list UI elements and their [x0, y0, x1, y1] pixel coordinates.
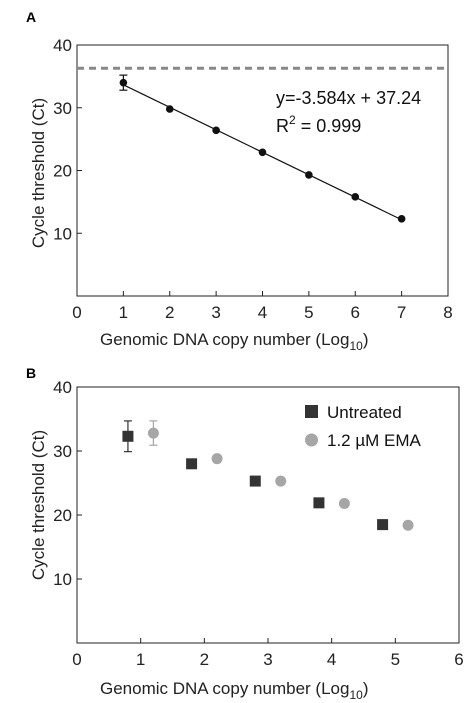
x-tick-label: 6	[351, 303, 360, 322]
legend-ema-marker	[305, 433, 318, 447]
x-tick-label: 8	[443, 303, 452, 322]
panel-b-x-title-sub: 10	[349, 688, 363, 702]
y-tick-label: 10	[53, 570, 72, 589]
data-point-untreated	[377, 519, 389, 531]
panel-b-x-title-end: )	[363, 679, 369, 698]
y-tick-label: 20	[53, 506, 72, 525]
x-tick-label: 1	[119, 303, 128, 322]
panel-b-label: B	[26, 365, 36, 381]
panel-a-chart: A 10 20 30 40 0 1 2 3 4 5 6 7 8 y=-3.584x + 37.24 R…	[26, 9, 453, 353]
panel-a-x-title-end: )	[363, 330, 369, 349]
data-point	[258, 148, 267, 157]
panel-b-y-ticks: 10 20 30 40	[53, 378, 82, 589]
panel-a-x-ticks: 0 1 2 3 4 5 6 7 8	[72, 291, 453, 322]
panel-b-legend: Untreated 1.2 µM EMA	[305, 403, 422, 450]
data-point	[397, 215, 406, 223]
x-tick-label: 4	[258, 303, 267, 322]
y-tick-label: 40	[53, 378, 72, 397]
data-point-untreated	[313, 497, 325, 509]
panel-a-r2-sup: 2	[289, 113, 296, 127]
x-tick-label: 5	[304, 303, 313, 322]
data-point-ema	[275, 475, 287, 487]
x-tick-label: 0	[72, 303, 81, 322]
legend-untreated-marker	[305, 405, 318, 418]
panel-a-x-axis-title: Genomic DNA copy number (Log10)	[100, 330, 368, 353]
data-point	[165, 105, 174, 113]
x-tick-label: 2	[200, 650, 209, 669]
panel-a-points	[119, 74, 406, 223]
data-point	[305, 171, 313, 179]
y-tick-label: 30	[53, 442, 72, 461]
data-point	[212, 126, 220, 135]
panel-a-equation: y=-3.584x + 37.24	[276, 88, 421, 108]
x-tick-label: 0	[72, 650, 81, 669]
x-tick-label: 3	[263, 650, 272, 669]
x-tick-label: 6	[454, 650, 463, 669]
panel-b-plot-frame	[76, 386, 460, 644]
panel-b-x-ticks: 0 1 2 3 4 5 6	[72, 638, 464, 669]
data-point-untreated	[249, 475, 261, 487]
panel-a-plot-frame	[76, 44, 449, 297]
panel-a-r2-prefix: R	[276, 116, 289, 136]
panel-b-x-axis-title: Genomic DNA copy number (Log10)	[100, 679, 368, 702]
x-tick-label: 3	[211, 303, 220, 322]
y-tick-label: 20	[53, 162, 72, 181]
legend-untreated-label: Untreated	[327, 403, 402, 422]
x-tick-label: 7	[397, 303, 406, 322]
data-point	[119, 78, 128, 87]
panel-a-x-title-main: Genomic DNA copy number (Log	[100, 330, 349, 349]
panel-b-y-axis-title: Cycle threshold (Ct)	[29, 430, 48, 580]
panel-a-y-axis-title: Cycle threshold (Ct)	[29, 98, 48, 248]
panel-b-x-title-main: Genomic DNA copy number (Log	[100, 679, 349, 698]
panel-b-points	[122, 420, 414, 531]
data-point-untreated	[186, 458, 198, 470]
x-tick-label: 1	[136, 650, 145, 669]
panel-a-y-ticks: 10 20 30 40	[53, 36, 82, 243]
data-point-ema	[402, 519, 414, 531]
x-tick-label: 5	[391, 650, 400, 669]
data-point	[351, 193, 360, 201]
x-tick-label: 2	[165, 303, 174, 322]
y-tick-label: 10	[53, 224, 72, 243]
data-point-ema	[338, 497, 350, 509]
panel-a-r2: R2 = 0.999	[276, 113, 361, 136]
panel-a-label: A	[26, 9, 36, 25]
panel-a-r2-value: = 0.999	[296, 116, 362, 136]
data-point-untreated	[122, 430, 134, 442]
data-point-ema	[211, 453, 223, 465]
y-tick-label: 40	[53, 36, 72, 55]
x-tick-label: 4	[327, 650, 336, 669]
panel-a-x-title-sub: 10	[349, 339, 363, 353]
data-point-ema	[147, 427, 159, 439]
y-tick-label: 30	[53, 99, 72, 118]
legend-ema-label: 1.2 µM EMA	[327, 431, 422, 450]
